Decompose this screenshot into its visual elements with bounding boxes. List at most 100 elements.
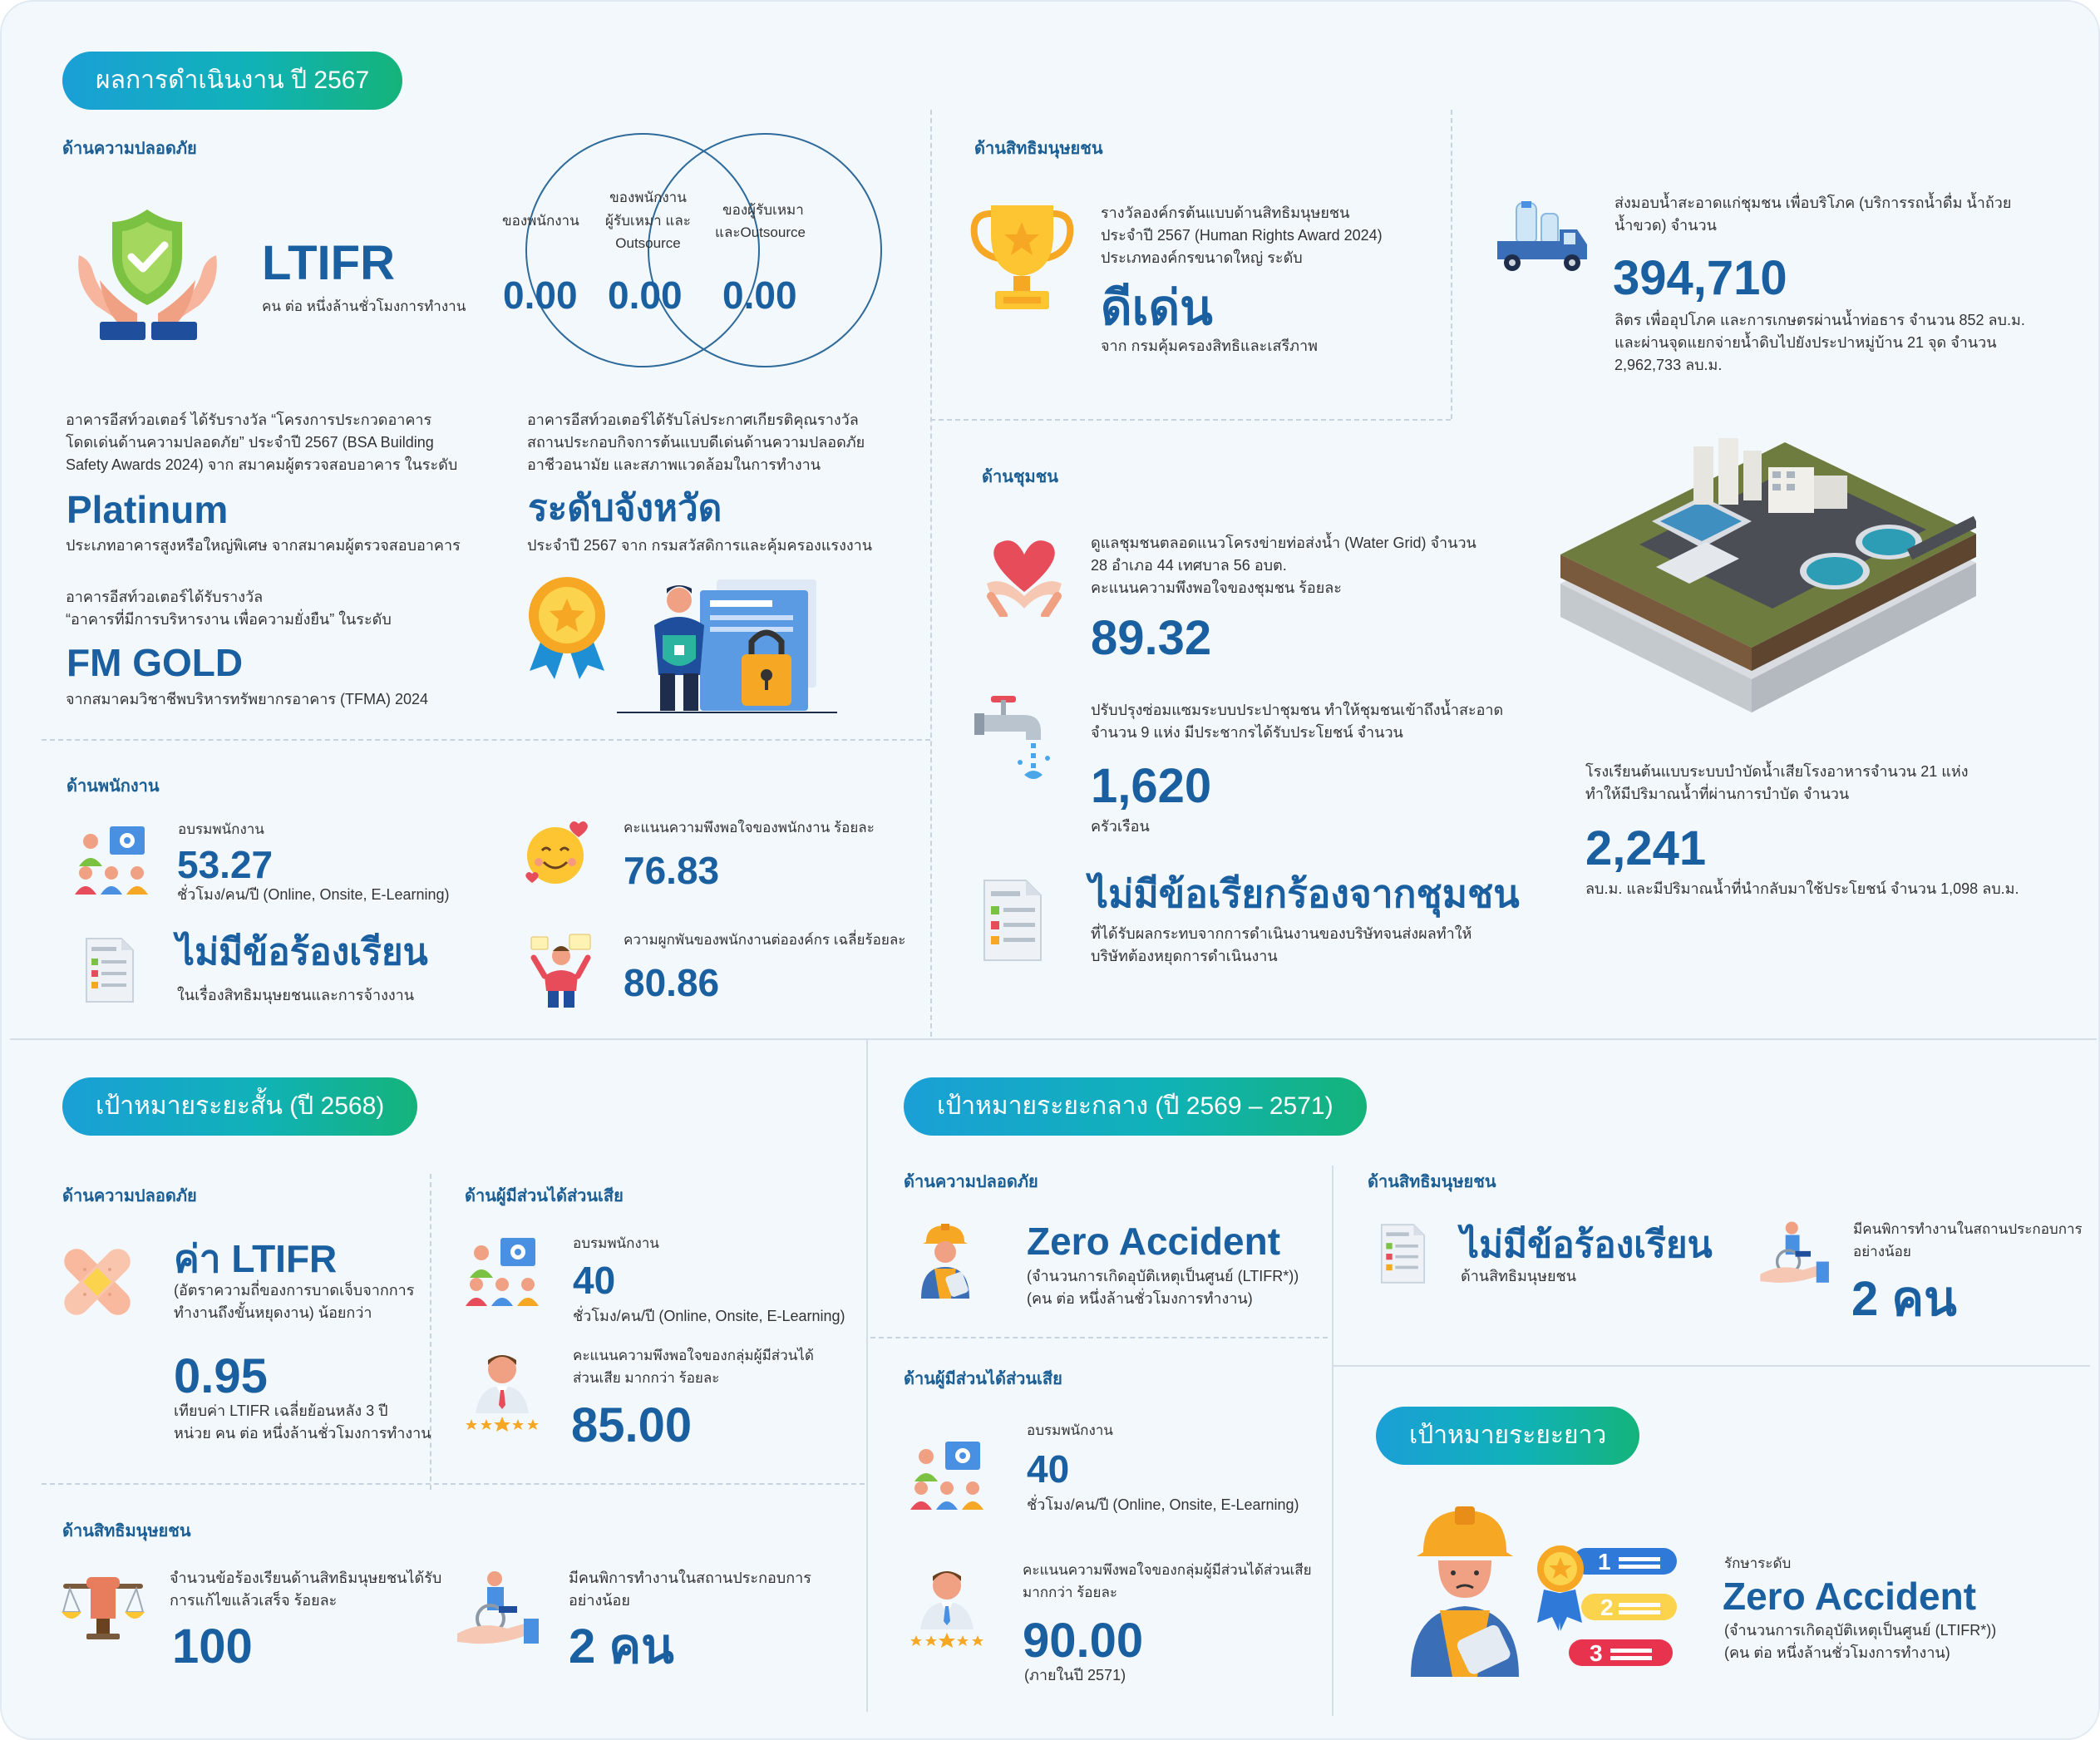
divider <box>1451 110 1452 419</box>
short-satisfaction-label: ส่วนเสีย มากกว่า ร้อยละ <box>573 1370 720 1386</box>
wastewater-desc: ทำให้มีปริมาณน้ำที่ผ่านการบำบัด จำนวน <box>1585 786 1850 802</box>
venn-mid-label: Outsource <box>615 235 681 251</box>
safety-heading: ด้านความปลอดภัย <box>62 140 197 158</box>
satisfaction-label: คะแนนความพึงพอใจของพนักงาน ร้อยละ <box>624 820 875 835</box>
short-ltifr-desc: ทำงานถึงขั้นหยุดงาน) น้อยกว่า <box>174 1304 372 1321</box>
short-disability-desc: อย่างน้อย <box>569 1592 630 1609</box>
water-delivery-note: ลิตร เพื่ออุปโภค และการเกษตรผ่านน้ำท่อธา… <box>1614 312 2025 328</box>
community-repair-value: 1,620 <box>1091 759 1212 813</box>
long-term-title: เป้าหมายระยะยาว <box>1376 1407 1640 1465</box>
rank-1-number: 1 <box>1598 1549 1611 1575</box>
divider <box>1333 1365 2090 1367</box>
employee-heading: ด้านพนักงาน <box>67 777 160 796</box>
document-list-icon <box>983 879 1043 962</box>
mid-training-value: 40 <box>1027 1447 1070 1491</box>
short-training-value: 40 <box>573 1259 616 1302</box>
short-ltifr-note: หน่วย คน ต่อ หนึ่งล้านชั่วโมงการทำงาน <box>174 1425 431 1442</box>
hr-award-note: จาก กรมคุ้มครองสิทธิและเสรีภาพ <box>1101 338 1318 354</box>
community-satisfaction-value: 89.32 <box>1091 611 1212 665</box>
human-rights-heading: ด้านสิทธิมนุษยชน <box>974 140 1103 158</box>
community-heading: ด้านชุมชน <box>982 468 1058 486</box>
training-group-icon <box>72 825 151 895</box>
disability-care-icon <box>1760 1220 1831 1286</box>
short-ltifr-label: ค่า LTIFR <box>174 1237 338 1280</box>
performance-title: ผลการดำเนินงาน ปี 2567 <box>62 52 403 110</box>
award1-desc: โดดเด่นด้านความปลอดภัย” ประจำปี 2567 (BS… <box>66 434 434 451</box>
rated-person-icon <box>908 1565 987 1648</box>
disability-care-icon <box>457 1569 540 1648</box>
award3-level: ระดับจังหวัด <box>528 488 722 529</box>
award2-desc: อาคารอีสท์วอเตอร์ได้รับรางวัล <box>66 589 264 605</box>
hr-award-desc: ประจำปี 2567 (Human Rights Award 2024) <box>1101 227 1383 244</box>
divider <box>430 1174 431 1490</box>
venn-right-label: และOutsource <box>715 224 806 240</box>
happy-face-icon <box>524 821 590 887</box>
mid-satisfaction-label: คะแนนความพึงพอใจของกลุ่มผู้มีส่วนได้ส่วน… <box>1023 1562 1312 1578</box>
venn-left-label: ของพนักงาน <box>502 213 579 229</box>
justice-scale-icon <box>62 1577 145 1639</box>
short-satisfaction-value: 85.00 <box>571 1398 693 1452</box>
ltifr-unit: คน ต่อ หนึ่งล้านชั่วโมงการทำงาน <box>262 298 466 314</box>
bandage-icon <box>60 1245 135 1319</box>
short-disability-desc: มีคนพิการทำงานในสถานประกอบการ <box>569 1570 811 1586</box>
community-repair-unit: ครัวเรือน <box>1091 818 1150 835</box>
engagement-value: 80.86 <box>624 961 720 1004</box>
venn-mid-label: ผู้รับเหมา และ <box>605 213 691 229</box>
employee-no-complaint: ไม่มีข้อร้องเรียน <box>176 932 428 973</box>
long-maintain-label: รักษาระดับ <box>1724 1555 1792 1571</box>
venn-right-value: 0.00 <box>722 274 797 317</box>
short-ltifr-desc: (อัตราความถี่ของการบาดเจ็บจากการ <box>174 1282 415 1299</box>
mid-satisfaction-value: 90.00 <box>1023 1614 1144 1668</box>
mid-no-complaint: ไม่มีข้อร้องเรียน <box>1461 1225 1713 1265</box>
heart-hands-icon <box>983 534 1066 617</box>
engaged-employee-icon <box>530 933 592 1008</box>
short-human-rights-heading: ด้านสิทธิมนุษยชน <box>62 1522 191 1540</box>
mid-disability-desc: อย่างน้อย <box>1853 1244 1911 1259</box>
ltifr-label: LTIFR <box>262 236 395 290</box>
award1-note: ประเภทอาคารสูงหรือใหญ่พิเศษ จากสมาคมผู้ต… <box>66 537 461 554</box>
award2-desc: “อาคารที่มีการบริหารงาน เพื่อความยั่งยืน… <box>66 611 392 628</box>
mid-training-unit: ชั่วโมง/คน/ปี (Online, Onsite, E-Learnin… <box>1027 1496 1299 1513</box>
document-list-icon <box>85 937 135 1003</box>
satisfaction-value: 76.83 <box>624 849 720 892</box>
short-term-title: เป้าหมายระยะสั้น (ปี 2568) <box>62 1077 418 1136</box>
short-complaint-desc: จำนวนข้อร้องเรียนด้านสิทธิมนุษยชนได้รับ <box>170 1570 442 1586</box>
hr-award-desc: รางวัลองค์กรต้นแบบด้านสิทธิมนุษยชน <box>1101 205 1350 221</box>
award3-desc: สถานประกอบกิจการต้นแบบดีเด่นด้านความปลอด… <box>527 434 865 451</box>
water-delivery-desc: น้ำขวด) จำนวน <box>1614 217 1717 234</box>
short-stakeholder-heading: ด้านผู้มีส่วนได้ส่วนเสีย <box>465 1187 624 1205</box>
training-unit: ชั่วโมง/คน/ปี (Online, Onsite, E-Learnin… <box>177 886 450 903</box>
rated-person-icon <box>463 1348 542 1432</box>
venn-mid-label: ของพนักงาน <box>609 190 687 205</box>
award3-note: ประจำปี 2567 จาก กรมสวัสดิการและคุ้มครอง… <box>527 537 873 554</box>
water-delivery-note: 2,962,733 ลบ.ม. <box>1614 357 1723 373</box>
divider <box>866 1040 868 1712</box>
engagement-label: ความผูกพันของพนักงานต่อองค์กร เฉลี่ยร้อย… <box>624 932 906 948</box>
award2-note: จากสมาคมวิชาชีพบริหารทรัพยากรอาคาร (TFMA… <box>66 691 429 707</box>
community-no-complaint-note: ที่ได้รับผลกระทบจากการดำเนินงานของบริษัท… <box>1091 925 1472 942</box>
short-disability-value: 2 คน <box>569 1619 674 1673</box>
divider <box>1332 1166 1333 1716</box>
injured-worker-icon <box>1407 1506 1523 1677</box>
divider <box>930 110 932 1037</box>
wastewater-desc: โรงเรียนต้นแบบระบบบำบัดน้ำเสียโรงอาหารจำ… <box>1585 763 1969 780</box>
long-zero-accident-desc: (จำนวนการเกิดอุบัติเหตุเป็นศูนย์ (LTIFR*… <box>1724 1622 1997 1639</box>
mid-disability-value: 2 คน <box>1851 1272 1957 1326</box>
mid-satisfaction-note: (ภายในปี 2571) <box>1024 1667 1126 1683</box>
mid-human-rights-heading: ด้านสิทธิมนุษยชน <box>1368 1173 1496 1191</box>
divider <box>42 1483 865 1485</box>
short-training-unit: ชั่วโมง/คน/ปี (Online, Onsite, E-Learnin… <box>573 1308 845 1324</box>
hr-award-desc: ประเภทองค์กรขนาดใหญ่ ระดับ <box>1101 249 1303 266</box>
short-complaint-desc: การแก้ไขแล้วเสร็จ ร้อยละ <box>170 1592 338 1609</box>
venn-mid-value: 0.00 <box>608 274 683 317</box>
community-care-desc: 28 อำเภอ 44 เทศบาล 56 อบต. <box>1091 557 1287 574</box>
long-zero-accident: Zero Accident <box>1723 1575 1977 1618</box>
training-value: 53.27 <box>177 843 274 886</box>
community-repair-desc: จำนวน 9 แห่ง มีประชากรได้รับประโยชน์ จำน… <box>1091 724 1403 741</box>
divider <box>930 419 1451 421</box>
community-repair-desc: ปรับปรุงซ่อมแซมระบบประปาชุมชน ทำให้ชุมชน… <box>1091 702 1504 718</box>
short-safety-heading: ด้านความปลอดภัย <box>62 1187 197 1205</box>
document-list-icon <box>1380 1221 1426 1286</box>
water-delivery-note: และผ่านจุดแยกจ่ายน้ำดิบไปยังประปาหมู่บ้า… <box>1614 334 1997 351</box>
community-no-complaint: ไม่มีข้อเรียกร้องจากชุมชน <box>1089 872 1520 915</box>
